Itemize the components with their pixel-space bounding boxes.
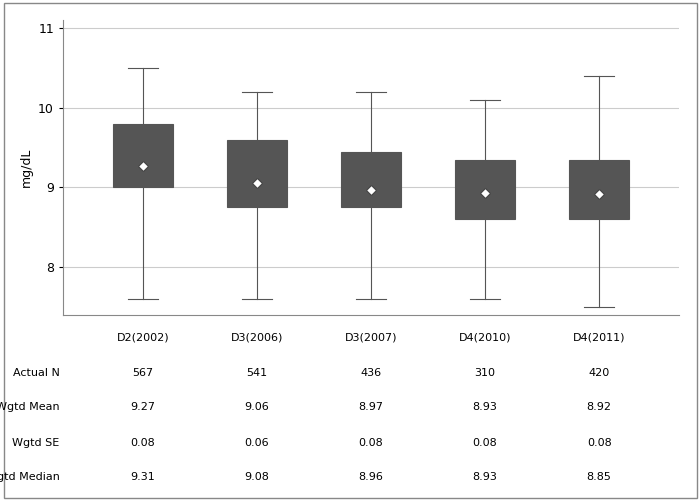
Text: 8.97: 8.97 — [358, 402, 384, 412]
PathPatch shape — [342, 152, 400, 208]
Text: 567: 567 — [132, 368, 153, 378]
Text: D2(2002): D2(2002) — [116, 332, 169, 342]
PathPatch shape — [228, 140, 286, 207]
Text: Actual N: Actual N — [13, 368, 60, 378]
PathPatch shape — [456, 160, 514, 220]
Text: 9.27: 9.27 — [130, 402, 155, 412]
Text: Wgtd Mean: Wgtd Mean — [0, 402, 60, 412]
Text: D3(2007): D3(2007) — [344, 332, 398, 342]
Text: 0.08: 0.08 — [473, 438, 498, 448]
Text: 8.85: 8.85 — [587, 472, 612, 482]
Text: 9.08: 9.08 — [244, 472, 270, 482]
Text: 0.08: 0.08 — [130, 438, 155, 448]
Text: 8.93: 8.93 — [473, 472, 498, 482]
Text: 9.31: 9.31 — [130, 472, 155, 482]
Text: 420: 420 — [589, 368, 610, 378]
Text: Wgtd Median: Wgtd Median — [0, 472, 60, 482]
Text: D4(2011): D4(2011) — [573, 332, 625, 342]
Text: 0.08: 0.08 — [587, 438, 612, 448]
Text: 8.92: 8.92 — [587, 402, 612, 412]
Text: 541: 541 — [246, 368, 267, 378]
Text: 8.93: 8.93 — [473, 402, 498, 412]
Text: 0.08: 0.08 — [358, 438, 384, 448]
Text: 0.06: 0.06 — [244, 438, 270, 448]
Text: D4(2010): D4(2010) — [458, 332, 511, 342]
Text: Wgtd SE: Wgtd SE — [13, 438, 60, 448]
Text: 310: 310 — [475, 368, 496, 378]
Text: 436: 436 — [360, 368, 382, 378]
PathPatch shape — [113, 124, 172, 188]
Text: D3(2006): D3(2006) — [231, 332, 283, 342]
Text: 9.06: 9.06 — [244, 402, 270, 412]
Text: 8.96: 8.96 — [358, 472, 384, 482]
Y-axis label: mg/dL: mg/dL — [20, 148, 32, 187]
PathPatch shape — [570, 160, 629, 220]
